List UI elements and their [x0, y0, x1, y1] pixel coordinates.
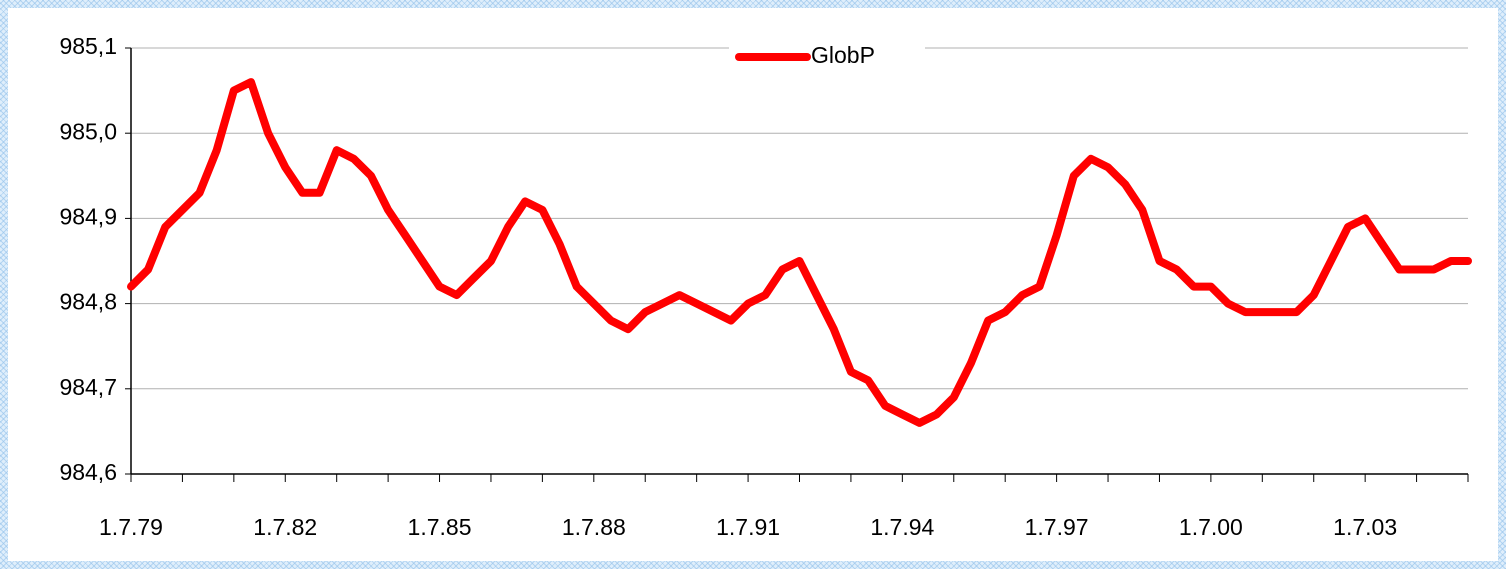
x-tick-label: 1.7.85: [408, 514, 472, 540]
y-tick-label: 984,8: [59, 289, 117, 315]
x-tick-label: 1.7.97: [1025, 514, 1089, 540]
y-tick-label: 985,1: [59, 33, 117, 59]
x-tick-label: 1.7.03: [1333, 514, 1397, 540]
y-tick-label: 984,6: [59, 459, 117, 485]
y-tick-label: 984,7: [59, 374, 117, 400]
y-tick-label: 985,0: [59, 118, 117, 144]
x-tick-label: 1.7.79: [99, 514, 163, 540]
legend-label: GlobP: [811, 42, 875, 68]
x-tick-label: 1.7.91: [716, 514, 780, 540]
x-tick-label: 1.7.94: [870, 514, 934, 540]
data-line: [127, 78, 1472, 427]
x-tick-label: 1.7.82: [253, 514, 317, 540]
y-tick-label: 984,9: [59, 203, 117, 229]
x-tick-label: 1.7.00: [1179, 514, 1243, 540]
x-tick-label: 1.7.88: [562, 514, 626, 540]
